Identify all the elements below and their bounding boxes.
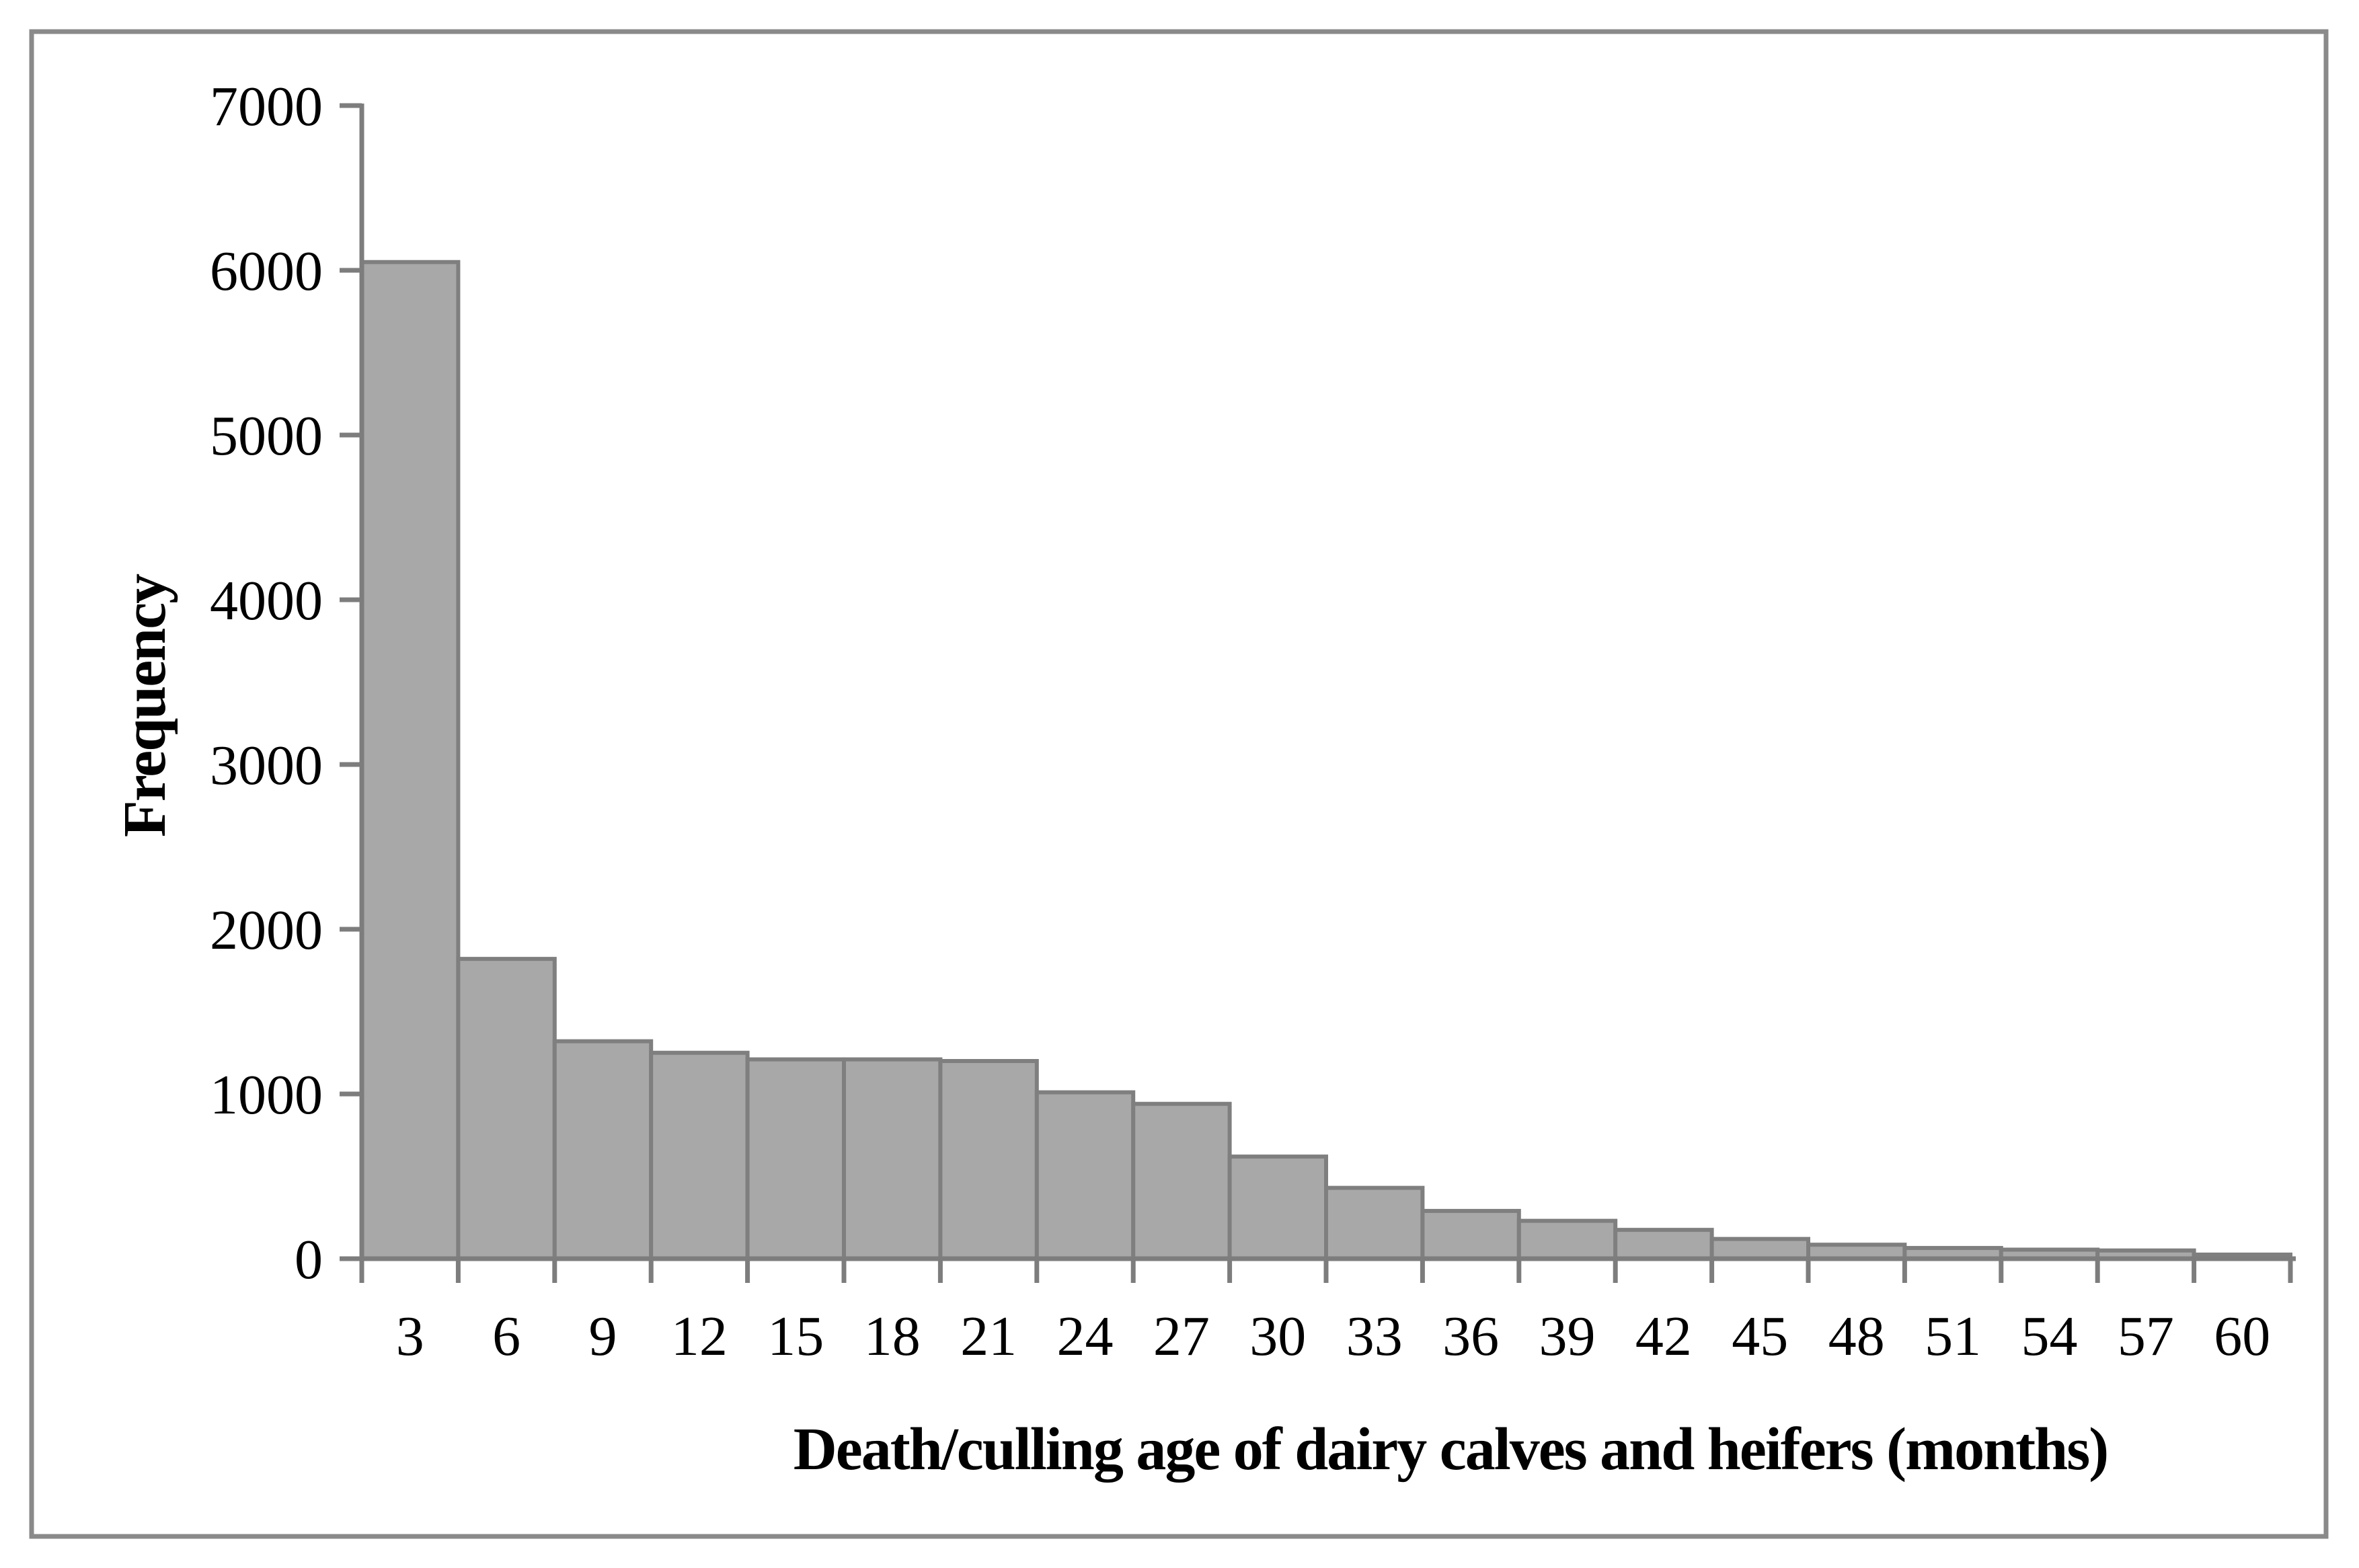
histogram-bar xyxy=(1420,1208,1521,1261)
y-tick-label: 4000 xyxy=(210,570,323,632)
x-tick-label: 15 xyxy=(767,1305,824,1368)
histogram-bar xyxy=(1131,1101,1232,1261)
x-tick-label: 36 xyxy=(1442,1305,1499,1368)
histogram-bar xyxy=(552,1039,654,1261)
x-tick-label: 21 xyxy=(960,1305,1017,1368)
histogram-bar xyxy=(842,1057,943,1261)
x-tick-label: 51 xyxy=(1925,1305,1981,1368)
histogram-bar xyxy=(745,1057,846,1261)
y-tick-label: 3000 xyxy=(210,734,323,797)
x-tick-label: 39 xyxy=(1539,1305,1596,1368)
x-tick-label: 9 xyxy=(589,1305,617,1368)
y-tick-label: 1000 xyxy=(210,1064,323,1126)
y-tick-label: 2000 xyxy=(210,899,323,962)
x-tick-label: 54 xyxy=(2021,1305,2078,1368)
histogram-bar xyxy=(1709,1237,1811,1261)
histogram-bar xyxy=(1324,1185,1425,1261)
x-tick-label: 12 xyxy=(671,1305,728,1368)
y-axis-title: Frequency xyxy=(112,574,178,837)
y-tick-label: 7000 xyxy=(210,75,323,138)
x-tick-label: 42 xyxy=(1635,1305,1692,1368)
histogram-bar xyxy=(1034,1090,1136,1261)
histogram-bar xyxy=(360,260,461,1261)
histogram-bar xyxy=(456,957,557,1261)
y-tick-label: 6000 xyxy=(210,240,323,303)
chart-frame xyxy=(29,29,2329,1539)
x-tick-label: 30 xyxy=(1249,1305,1306,1368)
bars-group xyxy=(360,260,2293,1261)
axes-group xyxy=(340,103,2296,1283)
x-tick-label: 24 xyxy=(1057,1305,1114,1368)
y-tick-label: 0 xyxy=(295,1228,323,1291)
histogram-bar xyxy=(938,1059,1039,1261)
x-tick-label: 18 xyxy=(864,1305,921,1368)
x-tick-label: 45 xyxy=(1732,1305,1788,1368)
x-tick-label: 48 xyxy=(1828,1305,1885,1368)
x-tick-label: 3 xyxy=(396,1305,424,1368)
x-tick-label: 27 xyxy=(1153,1305,1210,1368)
x-axis-title: Death/culling age of dairy calves and he… xyxy=(794,1416,2107,1483)
histogram-bar xyxy=(1613,1228,1714,1261)
x-tick-label: 57 xyxy=(2118,1305,2174,1368)
histogram-bar xyxy=(1516,1218,1618,1261)
x-tick-label: 33 xyxy=(1346,1305,1403,1368)
histogram-bar xyxy=(1227,1154,1328,1261)
x-tick-label: 6 xyxy=(492,1305,520,1368)
x-tick-label: 60 xyxy=(2214,1305,2270,1368)
y-tick-label: 5000 xyxy=(210,405,323,467)
histogram-bar xyxy=(649,1050,750,1261)
